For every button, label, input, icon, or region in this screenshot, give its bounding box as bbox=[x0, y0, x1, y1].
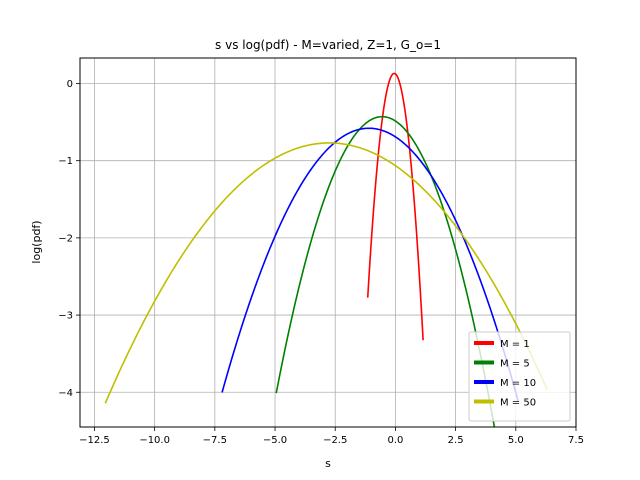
x-axis-label: s bbox=[325, 457, 331, 470]
x-tick-label: −7.5 bbox=[203, 435, 227, 446]
x-tick-label: 7.5 bbox=[568, 435, 584, 446]
x-tick-label: 2.5 bbox=[448, 435, 464, 446]
y-tick-label: 0 bbox=[67, 79, 73, 90]
x-axis-ticks: −12.5 −10.0 −7.5 −5.0 −2.5 0.0 2.5 5.0 7.5 bbox=[79, 427, 584, 446]
legend-label: M = 10 bbox=[500, 378, 536, 389]
y-axis-ticks: 0 −1 −2 −3 −4 bbox=[58, 79, 80, 399]
x-tick-label: 5.0 bbox=[508, 435, 524, 446]
series-line-m-10 bbox=[221, 127, 519, 402]
x-tick-label: −5.0 bbox=[263, 435, 287, 446]
series-line-m-5 bbox=[275, 115, 496, 427]
y-tick-label: −3 bbox=[58, 311, 73, 322]
legend: M = 1 M = 5 M = 10 M = 50 bbox=[468, 331, 571, 422]
x-tick-label: −2.5 bbox=[323, 435, 347, 446]
y-tick-label: −1 bbox=[58, 156, 73, 167]
series-line-m-50 bbox=[104, 142, 548, 404]
plot-area bbox=[104, 72, 548, 427]
axes-frame bbox=[79, 57, 577, 428]
y-tick-label: −4 bbox=[58, 388, 73, 399]
x-tick-label: −12.5 bbox=[79, 435, 110, 446]
legend-label: M = 50 bbox=[500, 398, 536, 409]
legend-label: M = 5 bbox=[500, 359, 530, 370]
series-line-m-1 bbox=[366, 72, 424, 341]
x-tick-label: −10.0 bbox=[139, 435, 170, 446]
y-axis-label: log(pdf) bbox=[30, 220, 43, 263]
x-tick-label: 0.0 bbox=[387, 435, 403, 446]
chart-title: s vs log(pdf) - M=varied, Z=1, G_o=1 bbox=[215, 38, 441, 52]
legend-label: M = 1 bbox=[500, 339, 530, 350]
y-tick-label: −2 bbox=[58, 233, 73, 244]
legend-box bbox=[468, 331, 571, 422]
